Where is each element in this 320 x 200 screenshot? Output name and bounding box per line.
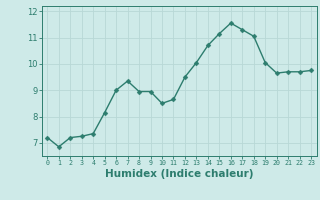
X-axis label: Humidex (Indice chaleur): Humidex (Indice chaleur) (105, 169, 253, 179)
